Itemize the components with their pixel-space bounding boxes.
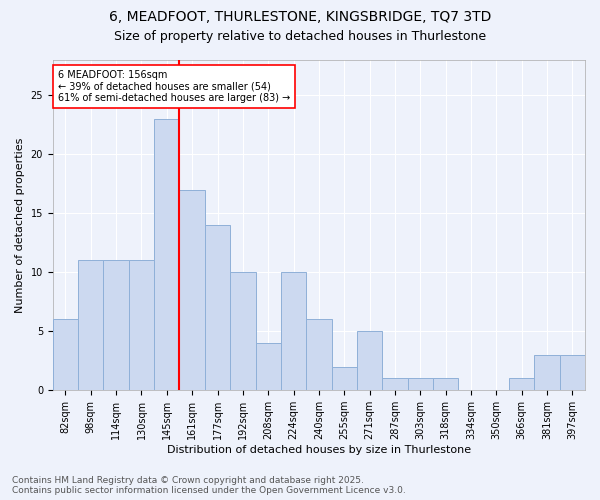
- Text: 6, MEADFOOT, THURLESTONE, KINGSBRIDGE, TQ7 3TD: 6, MEADFOOT, THURLESTONE, KINGSBRIDGE, T…: [109, 10, 491, 24]
- Text: 6 MEADFOOT: 156sqm
← 39% of detached houses are smaller (54)
61% of semi-detache: 6 MEADFOOT: 156sqm ← 39% of detached hou…: [58, 70, 290, 103]
- Bar: [230, 272, 256, 390]
- Bar: [332, 366, 357, 390]
- Y-axis label: Number of detached properties: Number of detached properties: [15, 138, 25, 313]
- Bar: [407, 378, 433, 390]
- X-axis label: Distribution of detached houses by size in Thurlestone: Distribution of detached houses by size …: [167, 445, 471, 455]
- Bar: [433, 378, 458, 390]
- Bar: [382, 378, 407, 390]
- Bar: [103, 260, 129, 390]
- Bar: [560, 355, 585, 390]
- Bar: [154, 119, 179, 390]
- Bar: [281, 272, 306, 390]
- Bar: [509, 378, 535, 390]
- Text: Size of property relative to detached houses in Thurlestone: Size of property relative to detached ho…: [114, 30, 486, 43]
- Bar: [205, 225, 230, 390]
- Bar: [179, 190, 205, 390]
- Bar: [53, 320, 78, 390]
- Bar: [306, 320, 332, 390]
- Bar: [535, 355, 560, 390]
- Bar: [129, 260, 154, 390]
- Bar: [256, 343, 281, 390]
- Bar: [78, 260, 103, 390]
- Text: Contains HM Land Registry data © Crown copyright and database right 2025.
Contai: Contains HM Land Registry data © Crown c…: [12, 476, 406, 495]
- Bar: [357, 332, 382, 390]
